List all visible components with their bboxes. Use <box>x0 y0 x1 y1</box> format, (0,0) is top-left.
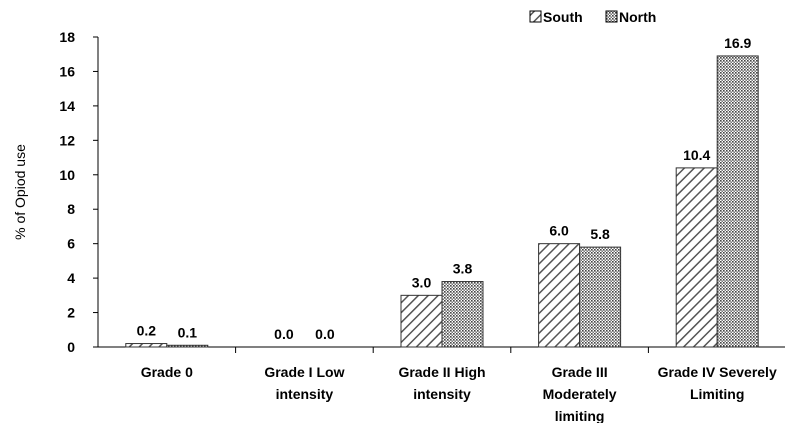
x-category-label: Grade II High <box>398 364 485 380</box>
south-data-label: 6.0 <box>549 223 569 239</box>
south-data-label: 0.0 <box>274 326 294 342</box>
y-tick-label: 2 <box>67 305 75 321</box>
north-legend-swatch <box>606 11 617 22</box>
south-data-label: 3.0 <box>412 274 432 290</box>
north-data-label: 16.9 <box>724 35 751 51</box>
north-legend-label: North <box>619 9 656 25</box>
south-bar <box>126 344 167 347</box>
north-bar <box>717 56 758 347</box>
y-tick-label: 6 <box>67 236 75 252</box>
y-tick-label: 0 <box>67 339 75 355</box>
south-legend-label: South <box>543 9 583 25</box>
x-category-label: Moderately <box>543 386 617 402</box>
south-legend-swatch <box>530 11 541 22</box>
north-data-label: 3.8 <box>453 261 473 277</box>
y-axis-title: % of Opiod use <box>12 144 28 240</box>
south-bar <box>401 295 442 347</box>
north-data-label: 5.8 <box>590 226 610 242</box>
x-category-label: Grade IV Severely <box>658 364 777 380</box>
y-tick-label: 18 <box>59 29 75 45</box>
north-bar <box>580 247 621 347</box>
y-tick-label: 16 <box>59 63 75 79</box>
north-data-label: 0.0 <box>315 326 335 342</box>
y-tick-label: 8 <box>67 201 75 217</box>
x-category-label: intensity <box>413 386 471 402</box>
north-bar <box>167 345 208 347</box>
y-tick-label: 14 <box>59 98 75 114</box>
south-bar <box>539 244 580 347</box>
south-data-label: 0.2 <box>137 323 157 339</box>
x-category-label: intensity <box>276 386 334 402</box>
x-category-label: Grade III <box>552 364 608 380</box>
x-category-label: Grade 0 <box>141 364 193 380</box>
y-tick-label: 12 <box>59 132 75 148</box>
y-tick-label: 10 <box>59 167 75 183</box>
x-category-label: Limiting <box>690 386 744 402</box>
x-category-label: limiting <box>555 408 605 423</box>
north-data-label: 0.1 <box>178 324 198 340</box>
y-tick-label: 4 <box>67 270 75 286</box>
south-bar <box>676 168 717 347</box>
north-bar <box>442 282 483 347</box>
south-data-label: 10.4 <box>683 147 710 163</box>
x-category-label: Grade I Low <box>264 364 344 380</box>
